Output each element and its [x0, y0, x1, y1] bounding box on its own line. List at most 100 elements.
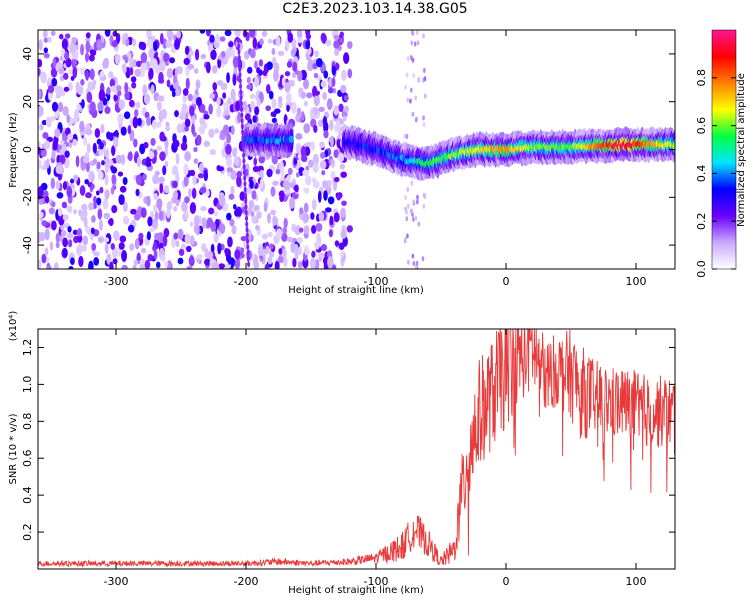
- noise-cell: [240, 123, 244, 130]
- noise-cell: [222, 124, 230, 136]
- noise-cell: [316, 58, 323, 68]
- noise-cell: [266, 168, 273, 178]
- noise-cell: [186, 265, 193, 269]
- snr-xlabel: Height of straight line (km): [288, 585, 424, 596]
- colorbar-tick-label: 0.8: [695, 69, 708, 87]
- noise-cell: [67, 133, 74, 141]
- noise-cell: [230, 169, 237, 181]
- colorbar-tick-label: 0.2: [695, 212, 708, 230]
- noise-cell: [199, 30, 206, 34]
- noise-cell: [218, 195, 226, 207]
- noise-cell: [336, 192, 342, 201]
- noise-cell: [228, 41, 234, 48]
- noise-cell: [245, 215, 249, 222]
- noise-cell: [69, 178, 75, 184]
- noise-cell: [411, 111, 415, 117]
- noise-cell: [175, 171, 180, 184]
- noise-cell: [423, 193, 427, 199]
- noise-cell: [106, 87, 111, 96]
- noise-cell: [411, 57, 415, 63]
- noise-cell: [226, 156, 233, 168]
- noise-cell: [243, 180, 247, 187]
- noise-cell: [405, 216, 409, 222]
- noise-cell: [303, 225, 310, 235]
- noise-cell: [205, 61, 211, 74]
- noise-cell: [116, 85, 122, 92]
- noise-cell: [60, 225, 65, 231]
- noise-cell: [330, 158, 335, 165]
- noise-cell: [82, 235, 89, 246]
- noise-cell: [79, 120, 85, 133]
- noise-cell: [146, 38, 154, 49]
- noise-cell: [184, 45, 190, 56]
- noise-cell: [250, 100, 256, 110]
- noise-cell: [237, 48, 241, 55]
- noise-cell: [249, 30, 256, 38]
- noise-cell: [98, 219, 103, 232]
- noise-cell: [81, 244, 87, 252]
- noise-cell: [73, 174, 79, 182]
- noise-cell: [340, 84, 347, 94]
- noise-cell: [312, 153, 319, 166]
- y-tick-label: 0.6: [21, 449, 34, 467]
- noise-cell: [151, 119, 157, 130]
- noise-cell: [41, 164, 48, 171]
- noise-cell: [65, 57, 72, 68]
- snr-multiplier: (x10⁴): [8, 311, 19, 342]
- noise-cell: [296, 30, 302, 38]
- noise-cell: [240, 235, 247, 242]
- noise-cell: [72, 58, 77, 66]
- noise-cell: [329, 119, 334, 131]
- noise-cell: [409, 98, 412, 104]
- noise-cell: [72, 229, 78, 236]
- noise-cell: [294, 184, 299, 193]
- noise-cell: [75, 155, 80, 168]
- noise-cell: [324, 207, 332, 213]
- noise-cell: [239, 89, 243, 96]
- noise-cell: [178, 248, 185, 256]
- noise-cell: [188, 188, 192, 198]
- noise-cell: [97, 101, 104, 112]
- noise-cell: [217, 166, 225, 172]
- noise-cell: [40, 71, 47, 84]
- noise-cell: [405, 134, 409, 140]
- noise-cell: [119, 185, 127, 193]
- noise-cell: [38, 38, 43, 51]
- noise-cell: [327, 196, 335, 205]
- noise-cell: [146, 116, 151, 127]
- noise-cell: [414, 117, 418, 123]
- noise-cell: [307, 159, 314, 168]
- noise-cell: [109, 261, 114, 269]
- noise-cell: [85, 128, 93, 136]
- noise-cell: [39, 123, 44, 131]
- noise-cell: [245, 221, 249, 228]
- noise-cell: [302, 169, 309, 177]
- noise-cell: [121, 250, 127, 262]
- noise-cell: [326, 98, 333, 111]
- noise-cell: [143, 141, 149, 149]
- noise-cell: [143, 93, 151, 105]
- noise-cell: [159, 131, 165, 142]
- noise-cell: [63, 72, 69, 80]
- noise-cell: [191, 114, 196, 125]
- noise-cell: [51, 77, 58, 87]
- noise-cell: [48, 207, 56, 215]
- noise-cell: [49, 115, 56, 122]
- noise-cell: [189, 221, 194, 227]
- noise-cell: [50, 67, 58, 78]
- noise-cell: [174, 110, 179, 118]
- noise-cell: [158, 210, 164, 221]
- noise-cell: [293, 157, 298, 166]
- noise-cell: [150, 84, 155, 95]
- noise-cell: [264, 263, 270, 269]
- noise-cell: [120, 154, 126, 166]
- noise-cell: [104, 106, 111, 114]
- noise-cell: [272, 216, 279, 226]
- noise-cell: [312, 63, 318, 70]
- noise-cell: [173, 232, 179, 240]
- noise-cell: [192, 173, 197, 186]
- noise-cell: [210, 49, 217, 61]
- noise-cell: [220, 82, 228, 91]
- noise-cell: [243, 186, 247, 193]
- noise-cell: [164, 160, 169, 168]
